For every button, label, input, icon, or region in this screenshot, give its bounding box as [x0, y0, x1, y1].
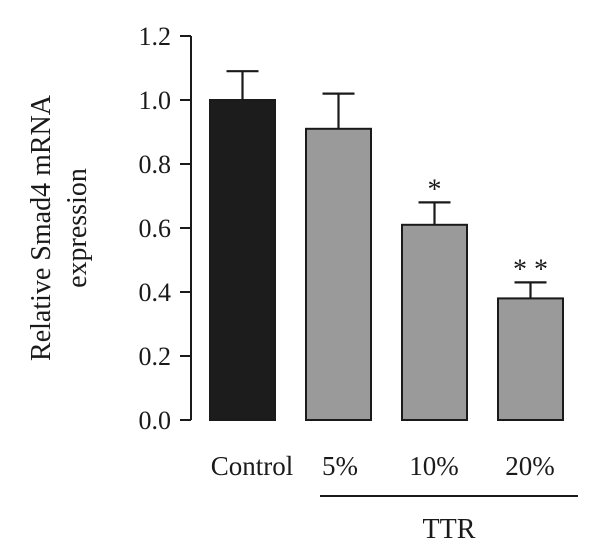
x-axis-labels: Control 5% 10% 20% [211, 451, 555, 481]
bar-2 [305, 127, 372, 422]
y-tick-label: 1.0 [139, 86, 172, 115]
significance-markers: * * * [428, 174, 549, 285]
category-label: 5% [322, 451, 358, 481]
group-bracket: TTR [320, 495, 578, 545]
y-tick-label: 1.2 [139, 22, 172, 51]
group-label: TTR [423, 514, 476, 545]
y-tick-label: 0.0 [139, 406, 172, 435]
bar-3 [401, 223, 468, 421]
y-axis-title-line: Relative Smad4 mRNA [26, 94, 57, 361]
category-label: 20% [505, 451, 555, 481]
y-tick-label: 0.8 [139, 150, 172, 179]
bar-1 [209, 99, 276, 421]
significance-marker: * * [513, 254, 548, 285]
y-axis-title: Relative Smad4 mRNA expression [26, 94, 93, 361]
error-bars [226, 70, 547, 299]
y-tick-label: 0.4 [139, 278, 172, 307]
y-axis-title-line: expression [62, 168, 93, 288]
y-tick-label: 0.6 [139, 214, 172, 243]
y-axis: 0.0 0.2 0.4 0.6 0.8 1.0 1.2 [139, 22, 192, 435]
significance-marker: * [428, 174, 442, 205]
bars [209, 99, 564, 422]
category-label: Control [211, 451, 294, 481]
y-tick-label: 0.2 [139, 342, 172, 371]
category-label: 10% [409, 451, 459, 481]
bar-4 [497, 297, 564, 421]
